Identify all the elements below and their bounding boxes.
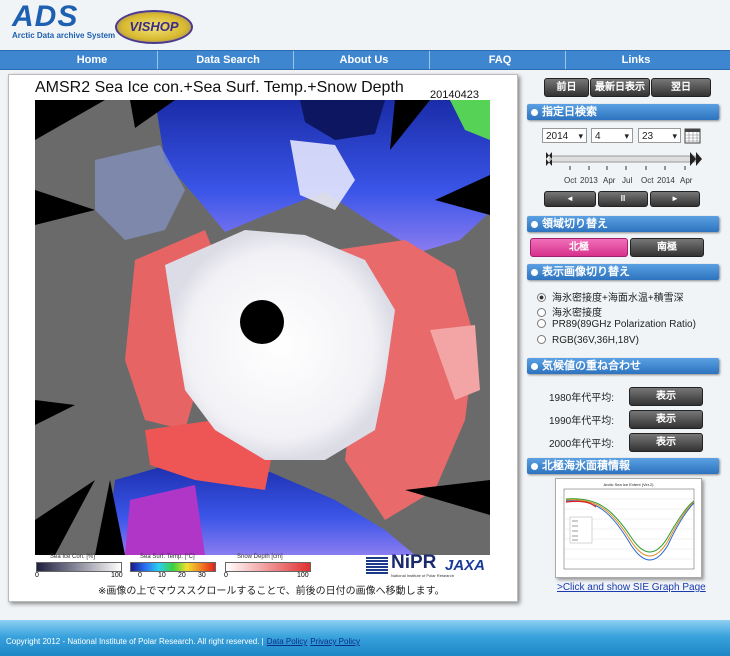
map-missing-wedge (390, 100, 430, 150)
radio-label: 海氷密接度+海面水温+積雪深 (552, 293, 684, 304)
scroll-note: ※画像の上でマウススクロールすることで、前後の日付の画像へ移動します。 (98, 586, 445, 597)
antarctic-button[interactable]: 南極 (630, 238, 704, 257)
timeline-label: Oct (641, 176, 654, 185)
show-button[interactable]: 表示 (629, 387, 703, 406)
map-missing-wedge (35, 480, 95, 555)
map-warm-water (450, 100, 490, 140)
day-select[interactable]: 23 (638, 128, 681, 144)
timeline-label: Apr (603, 176, 616, 185)
legend-tick: 10 (158, 572, 166, 579)
map-missing-wedge (35, 100, 105, 140)
legend-bar (36, 562, 122, 572)
month-select[interactable]: 4 (591, 128, 633, 144)
map-snow-east-light (430, 325, 480, 400)
nav-faq[interactable]: FAQ (435, 51, 566, 69)
image-type-radio[interactable]: 海氷密接度 (537, 304, 602, 319)
calendar-icon[interactable] (684, 127, 702, 144)
legend-tick: 0 (35, 572, 39, 579)
ads-logo[interactable]: ADS Arctic Data archive System (12, 0, 116, 41)
graph-title: Arctic Sea Ice Extent (Ver.2) (603, 482, 654, 487)
image-date: 20140423 (430, 89, 479, 101)
legend-tick: 0 (224, 572, 228, 579)
footer: Copyright 2012 - National Institute of P… (0, 620, 730, 656)
jaxa-logo: JAXA (445, 557, 486, 574)
graph-image (563, 488, 695, 570)
nipr-logo: NiPR (391, 552, 437, 573)
section-header: 北極海氷面積情報 (527, 458, 719, 474)
legend-tick: 100 (297, 572, 309, 579)
legend-tick: 20 (178, 572, 186, 579)
climatology-label: 2000年代平均: (549, 439, 615, 450)
data-policy-link[interactable]: Data Policy (266, 637, 308, 646)
legend-tick: 100 (111, 572, 123, 579)
nipr-subtitle: National Institute of Polar Research (391, 573, 454, 578)
pause-button[interactable]: II (598, 191, 648, 207)
image-type-radio[interactable]: RGB(36V,36H,18V) (537, 335, 639, 346)
sea-ice-map[interactable] (35, 100, 490, 555)
nav-links[interactable]: Links (621, 54, 651, 66)
section-header: 表示画像切り替え (527, 264, 719, 280)
timeline-label: Apr (680, 176, 693, 185)
legend-bar (130, 562, 216, 572)
climatology-label: 1980年代平均: (549, 393, 615, 404)
nav-bar: Home Data Search About Us FAQ Links (0, 50, 730, 70)
map-warm-south (125, 485, 205, 555)
legend-label: Sea Surf. Temp. [°C] (140, 554, 195, 560)
radio-label: PR89(89GHz Polarization Ratio) (552, 319, 696, 330)
nav-data-search[interactable]: Data Search (163, 51, 294, 69)
show-button[interactable]: 表示 (629, 433, 703, 452)
legend-bar (225, 562, 311, 572)
map-ice-north (290, 140, 355, 210)
timeline-slider[interactable] (540, 148, 705, 178)
timeline-label: Jul (622, 176, 633, 185)
map-missing-wedge (130, 100, 175, 128)
map-ocean-west (95, 145, 185, 240)
legend-label: Sea Ice Con. [%] (50, 554, 96, 560)
show-button[interactable]: 表示 (629, 410, 703, 429)
legend-tick: 0 (138, 572, 142, 579)
next-day-button[interactable]: 翌日 (651, 78, 711, 97)
radio-label: RGB(36V,36H,18V) (552, 335, 639, 346)
sie-graph-thumbnail[interactable]: Arctic Sea Ice Extent (Ver.2) (555, 478, 702, 578)
map-pole-hole (240, 300, 284, 344)
map-missing-wedge (35, 400, 75, 425)
climatology-label: 1990年代平均: (549, 416, 615, 427)
radio-label: 海氷密接度 (552, 308, 602, 319)
logo-text: ADS (12, 0, 79, 33)
play-forward-button[interactable]: ► (650, 191, 700, 207)
map-missing-wedge (95, 480, 125, 555)
timeline-label: 2014 (657, 176, 675, 185)
section-header: 気候値の重ね合わせ (527, 358, 719, 374)
image-type-radio[interactable]: PR89(89GHz Polarization Ratio) (537, 319, 696, 330)
privacy-policy-link[interactable]: Privacy Policy (310, 637, 361, 646)
sie-graph-link[interactable]: >Click and show SIE Graph Page (557, 582, 706, 593)
section-header: 指定日検索 (527, 104, 719, 120)
play-back-button[interactable]: ◄ (544, 191, 596, 207)
nipr-icon (366, 556, 388, 574)
vishop-logo[interactable]: VISHOP (115, 10, 193, 44)
latest-day-button[interactable]: 最新日表示 (590, 78, 650, 97)
image-title: AMSR2 Sea Ice con.+Sea Surf. Temp.+Snow … (35, 79, 404, 96)
map-missing-wedge (35, 190, 95, 225)
nav-about[interactable]: About Us (299, 51, 430, 69)
section-header: 領域切り替え (527, 216, 719, 232)
copyright: Copyright 2012 - National Institute of P… (6, 637, 264, 646)
legend-label: Snow Depth [cm] (237, 554, 283, 560)
legend-tick: 30 (198, 572, 206, 579)
map-ocean-dark (300, 100, 385, 140)
map-sea-ice (165, 230, 395, 460)
timeline-label: 2013 (580, 176, 598, 185)
timeline-label: Oct (564, 176, 577, 185)
arctic-button[interactable]: 北極 (530, 238, 628, 257)
map-missing-wedge (435, 175, 490, 215)
prev-day-button[interactable]: 前日 (544, 78, 589, 97)
footer-text: Copyright 2012 - National Institute of P… (6, 631, 360, 649)
nav-home[interactable]: Home (27, 51, 158, 69)
year-select[interactable]: 2014 (542, 128, 587, 144)
map-missing-wedge (405, 480, 490, 515)
logo-subtitle: Arctic Data archive System (12, 31, 116, 40)
image-type-radio[interactable]: 海氷密接度+海面水温+積雪深 (537, 289, 684, 304)
